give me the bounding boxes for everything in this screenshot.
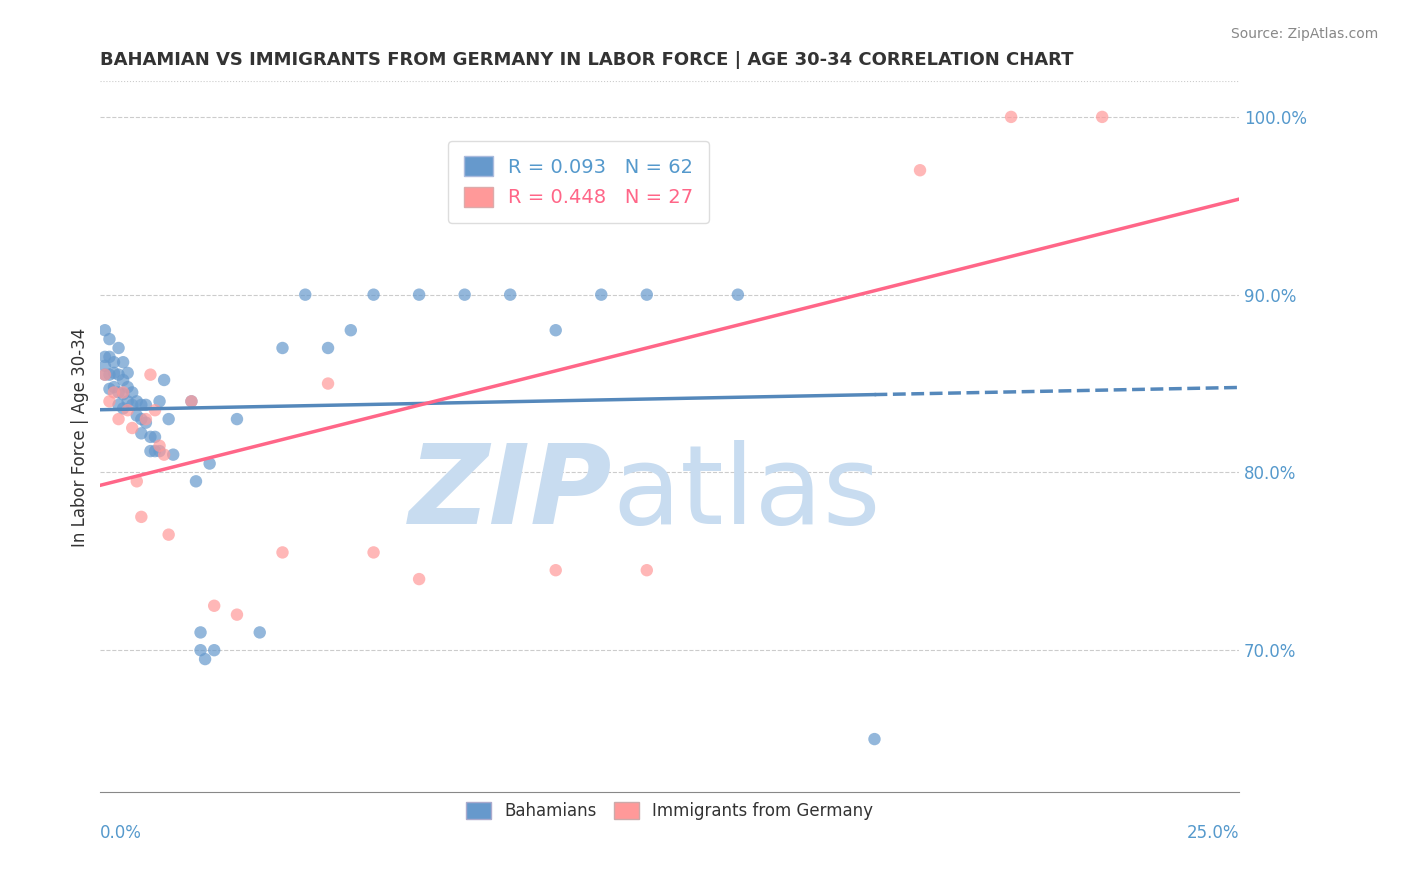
Point — [316, 341, 339, 355]
Point — [408, 287, 430, 301]
Point — [636, 287, 658, 301]
Point — [131, 398, 153, 412]
Point — [727, 287, 749, 301]
Point — [190, 643, 212, 657]
Point — [271, 341, 294, 355]
Point — [98, 332, 121, 346]
Point — [117, 394, 139, 409]
Point — [202, 599, 225, 613]
Point — [153, 373, 176, 387]
Point — [1000, 110, 1022, 124]
Point — [139, 444, 162, 458]
Point — [157, 412, 180, 426]
Point — [226, 607, 249, 622]
Point — [131, 426, 153, 441]
Point — [249, 625, 271, 640]
Point — [131, 509, 153, 524]
Point — [153, 448, 176, 462]
Point — [125, 394, 148, 409]
Point — [107, 412, 129, 426]
Point — [453, 287, 475, 301]
Point — [139, 368, 162, 382]
Text: 25.0%: 25.0% — [1187, 824, 1239, 842]
Point — [125, 409, 148, 423]
Point — [1091, 110, 1114, 124]
Point — [107, 385, 129, 400]
Point — [180, 394, 202, 409]
Point — [271, 545, 294, 559]
Point — [112, 385, 135, 400]
Point — [194, 652, 217, 666]
Point — [162, 448, 184, 462]
Point — [107, 341, 129, 355]
Point — [544, 323, 567, 337]
Text: 0.0%: 0.0% — [100, 824, 142, 842]
Point — [112, 373, 135, 387]
Point — [591, 287, 613, 301]
Point — [157, 527, 180, 541]
Text: atlas: atlas — [613, 441, 882, 548]
Point — [908, 163, 931, 178]
Point — [125, 475, 148, 489]
Y-axis label: In Labor Force | Age 30-34: In Labor Force | Age 30-34 — [72, 327, 89, 547]
Point — [121, 421, 143, 435]
Point — [135, 398, 157, 412]
Point — [190, 625, 212, 640]
Point — [98, 382, 121, 396]
Point — [180, 394, 202, 409]
Point — [94, 350, 117, 364]
Point — [103, 366, 125, 380]
Text: Source: ZipAtlas.com: Source: ZipAtlas.com — [1230, 27, 1378, 41]
Point — [117, 366, 139, 380]
Point — [112, 387, 135, 401]
Point — [863, 732, 886, 747]
Point — [294, 287, 316, 301]
Point — [121, 398, 143, 412]
Point — [135, 416, 157, 430]
Legend: Bahamians, Immigrants from Germany: Bahamians, Immigrants from Germany — [460, 796, 880, 827]
Point — [94, 359, 117, 373]
Point — [94, 368, 117, 382]
Point — [98, 350, 121, 364]
Point — [198, 457, 221, 471]
Point — [636, 563, 658, 577]
Point — [94, 368, 117, 382]
Point — [94, 323, 117, 337]
Point — [135, 412, 157, 426]
Point — [148, 444, 170, 458]
Point — [131, 412, 153, 426]
Point — [112, 401, 135, 416]
Point — [107, 368, 129, 382]
Point — [363, 545, 385, 559]
Point — [117, 403, 139, 417]
Point — [103, 355, 125, 369]
Point — [408, 572, 430, 586]
Point — [143, 403, 166, 417]
Point — [316, 376, 339, 391]
Point — [148, 439, 170, 453]
Point — [184, 475, 207, 489]
Point — [226, 412, 249, 426]
Point — [103, 380, 125, 394]
Text: BAHAMIAN VS IMMIGRANTS FROM GERMANY IN LABOR FORCE | AGE 30-34 CORRELATION CHART: BAHAMIAN VS IMMIGRANTS FROM GERMANY IN L… — [100, 51, 1074, 69]
Point — [117, 380, 139, 394]
Point — [143, 444, 166, 458]
Point — [112, 355, 135, 369]
Point — [544, 563, 567, 577]
Point — [340, 323, 363, 337]
Point — [202, 643, 225, 657]
Point — [121, 385, 143, 400]
Point — [499, 287, 522, 301]
Point — [139, 430, 162, 444]
Point — [98, 368, 121, 382]
Point — [143, 430, 166, 444]
Point — [107, 398, 129, 412]
Point — [363, 287, 385, 301]
Point — [148, 394, 170, 409]
Point — [103, 385, 125, 400]
Point — [98, 394, 121, 409]
Text: ZIP: ZIP — [409, 441, 613, 548]
